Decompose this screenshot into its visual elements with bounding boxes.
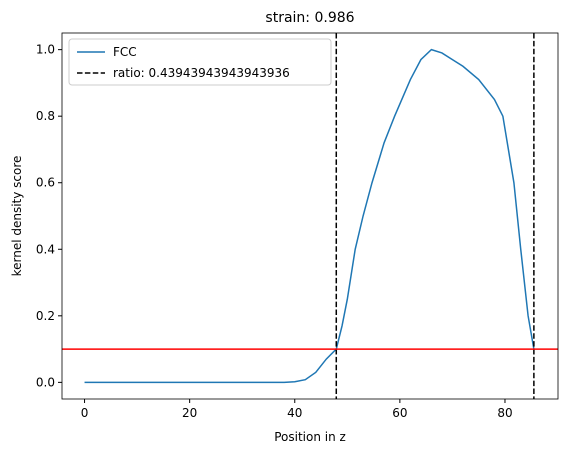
plot-frame [61, 32, 559, 400]
y-tick-label: 1.0 [36, 43, 55, 57]
y-axis-label: kernel density score [10, 156, 24, 277]
x-tick-label: 20 [182, 406, 197, 420]
x-axis-label: Position in z [274, 430, 346, 444]
legend-box [68, 38, 332, 86]
y-tick-label: 0.4 [36, 242, 55, 256]
y-tick-label: 0.8 [36, 109, 55, 123]
x-tick-label: 80 [497, 406, 512, 420]
chart-title: strain: 0.986 [265, 10, 354, 26]
legend-label: ratio: 0.43943943943943936 [113, 66, 290, 80]
y-tick-label: 0.0 [36, 375, 55, 389]
x-tick-label: 0 [81, 406, 89, 420]
line-series [84, 48, 535, 384]
y-tick-label: 0.6 [36, 176, 55, 190]
legend-label: FCC [113, 45, 137, 59]
y-tick-label: 0.2 [36, 309, 55, 323]
x-tick-label: 40 [287, 406, 302, 420]
x-tick-label: 60 [392, 406, 407, 420]
